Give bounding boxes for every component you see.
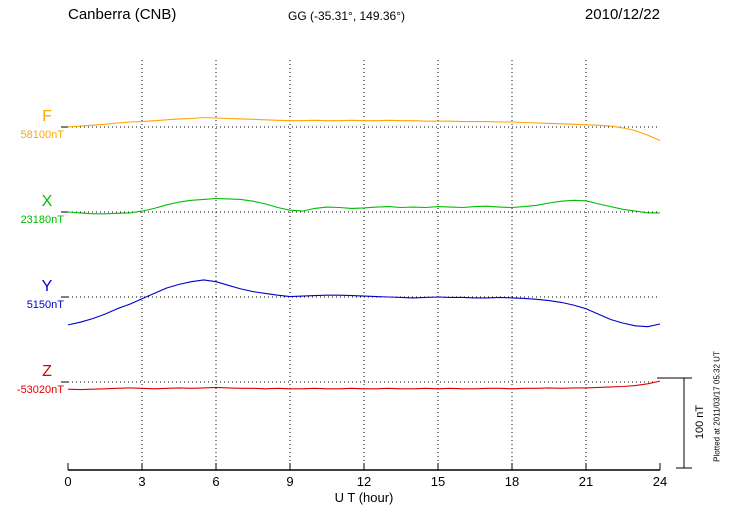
trace-F: [67, 116, 661, 142]
plot-timestamp-caption: Plotted at 2011/03/17 05:32 UT: [712, 351, 722, 462]
series-baseline-F: 58100nT: [20, 129, 64, 141]
plot-date: 2010/12/22: [584, 6, 660, 23]
trace-Y: [67, 279, 661, 328]
series-baseline-X: 23180nT: [20, 214, 64, 226]
x-tick-label: 0: [64, 474, 71, 489]
series-baseline-Y: 5150nT: [26, 299, 64, 311]
x-tick-label: 6: [212, 474, 219, 489]
series-label-Z: Z: [42, 363, 52, 380]
trace-X: [67, 197, 660, 215]
series-baseline-Z: -53020nT: [16, 384, 64, 396]
station-coordinates: GG (-35.31°, 149.36°): [288, 9, 405, 23]
x-tick-label: 12: [357, 474, 371, 489]
x-tick-label: 9: [286, 474, 293, 489]
x-tick-label: 18: [505, 474, 519, 489]
series-label-F: F: [42, 108, 52, 125]
x-axis-label: U T (hour): [334, 490, 394, 505]
trace-Z: [67, 380, 661, 391]
x-tick-label: 24: [653, 474, 667, 489]
x-tick-label: 15: [431, 474, 445, 489]
series-label-X: X: [41, 193, 53, 210]
scale-bar-label: 100 nT: [694, 404, 706, 440]
series-label-Y: Y: [41, 278, 53, 295]
x-tick-label: 3: [138, 474, 145, 489]
x-tick-label: 21: [579, 474, 593, 489]
station-title: Canberra (CNB): [68, 6, 177, 23]
